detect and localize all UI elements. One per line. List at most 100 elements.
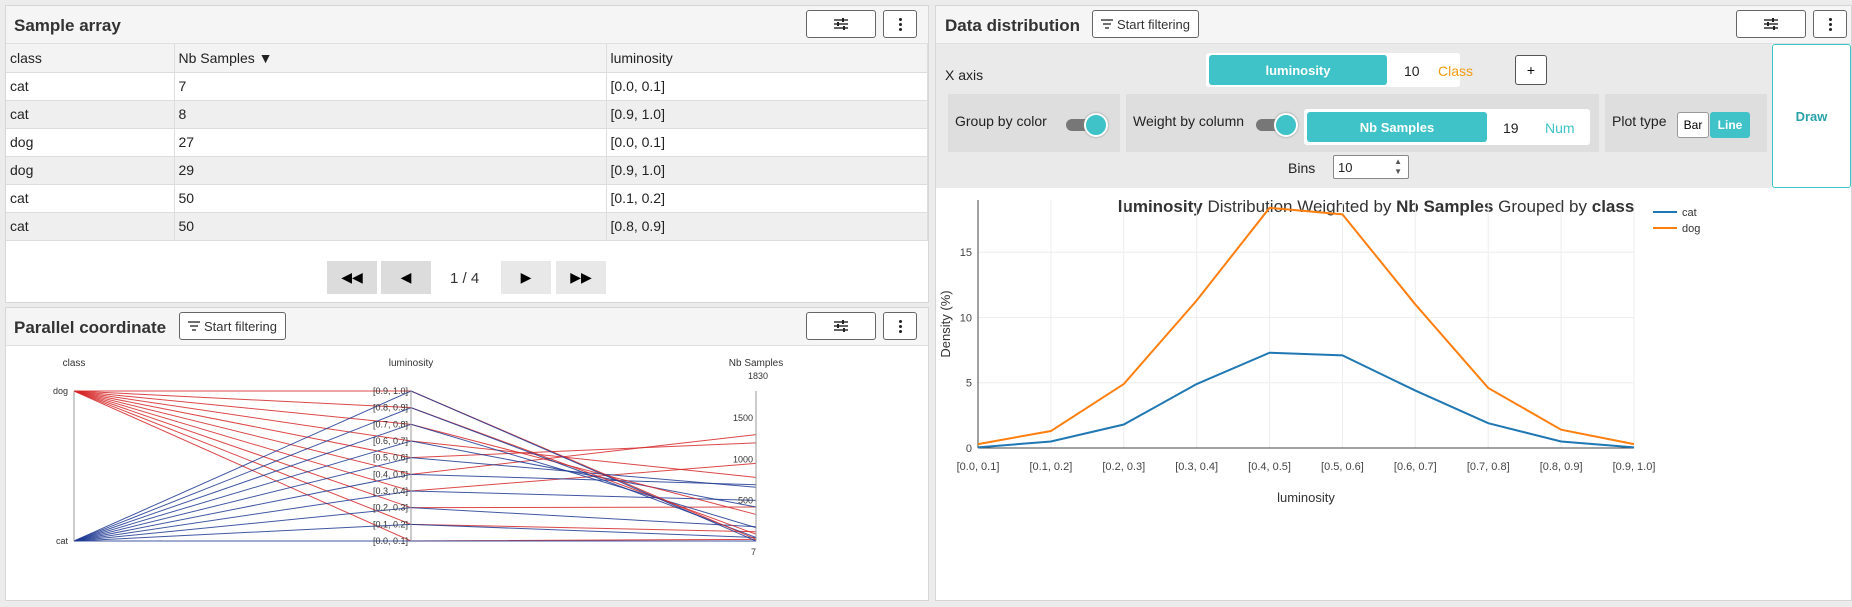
sample-array-title: Sample array [14, 16, 121, 35]
weight-column-pill[interactable]: Nb Samples [1307, 112, 1487, 142]
column-header-nb-samples[interactable]: Nb Samples ▼ [174, 44, 607, 73]
bins-input[interactable]: 10 ▲ ▼ [1333, 155, 1409, 179]
x-tick-label: [0.3, 0.4] [1175, 461, 1218, 473]
settings-button[interactable] [806, 10, 876, 38]
pc-line-cat [73, 390, 757, 542]
luminosity-tick-label: [0.5, 0.6] [373, 453, 408, 463]
parallel-title: Parallel coordinate [14, 318, 167, 337]
y-axis-title: Density (%) [938, 290, 953, 357]
more-vertical-icon [898, 319, 902, 333]
y-tick-label: 10 [960, 312, 972, 324]
x-tick-label: [0.8, 0.9] [1540, 461, 1583, 473]
table-row[interactable]: cat 7 [0.0, 0.1] [6, 72, 928, 101]
nb-samples-tick-label: 1500 [733, 413, 753, 423]
group-by-color-label: Group by color [955, 113, 1047, 129]
legend-label-dog[interactable]: dog [1682, 223, 1700, 235]
luminosity-tick-label: [0.9, 1.0] [373, 386, 408, 396]
pc-line-dog [73, 390, 757, 509]
column-header-luminosity[interactable]: luminosity [606, 44, 928, 73]
page-indicator: 1 / 4 [450, 270, 480, 287]
distribution-start-filtering-label: Start filtering [1117, 16, 1190, 32]
x-tick-label: [0.1, 0.2] [1029, 461, 1072, 473]
nb-samples-tick-label: 500 [738, 495, 753, 505]
parallel-start-filtering-label: Start filtering [204, 318, 277, 334]
class-tick-label: cat [56, 536, 69, 546]
next-page-button[interactable]: ▶ [501, 261, 551, 294]
pc-line-dog [73, 390, 757, 475]
parallel-more-menu-button[interactable] [883, 312, 917, 340]
x-tick-label: [0.9, 1.0] [1613, 461, 1656, 473]
spinner-icon: ▲ ▼ [1394, 157, 1402, 176]
luminosity-tick-label: [0.6, 0.7] [373, 436, 408, 446]
x-type-label: Class [1438, 63, 1474, 79]
parallel-start-filtering-button[interactable]: Start filtering [179, 312, 286, 340]
plot-type-label: Plot type [1612, 113, 1667, 129]
distribution-chart[interactable]: luminosity Distribution Weighted by Nb S… [936, 190, 1851, 602]
column-header-class[interactable]: class [6, 44, 175, 73]
table-row[interactable]: cat 8 [0.9, 1.0] [6, 100, 928, 129]
table-row[interactable]: dog 27 [0.0, 0.1] [6, 128, 928, 157]
group-by-color-toggle[interactable] [1066, 112, 1108, 138]
y-tick-label: 0 [966, 443, 972, 455]
distribution-more-menu-button[interactable] [1813, 10, 1847, 38]
plot-type-line-button[interactable]: Line [1710, 112, 1750, 138]
draw-button[interactable]: Draw [1772, 44, 1851, 188]
prev-page-button[interactable]: ◀ [381, 261, 431, 294]
parallel-coordinate-panel: Parallel coordinate Start filtering clas… [5, 307, 929, 601]
bins-label: Bins [1288, 160, 1316, 176]
axis-label-nb-samples: Nb Samples [729, 358, 783, 369]
table-row[interactable]: cat 50 [0.8, 0.9] [6, 212, 928, 241]
y-tick-label: 15 [960, 247, 972, 259]
weight-value: 19 [1503, 120, 1519, 136]
x-tick-label: [0.0, 0.1] [957, 461, 1000, 473]
pc-line-dog [73, 390, 757, 542]
distribution-title: Data distribution [945, 16, 1081, 35]
table-row[interactable]: cat 50 [0.1, 0.2] [6, 184, 928, 213]
plot-type-bar-button[interactable]: Bar [1677, 112, 1709, 138]
bins-input-value: 10 [1338, 160, 1353, 175]
x-axis-label: X axis [945, 67, 984, 83]
x-axis-title: luminosity [1277, 490, 1335, 505]
x-bins-value: 10 [1404, 63, 1420, 79]
parallel-settings-button[interactable] [806, 312, 876, 340]
x-column-pill[interactable]: luminosity [1209, 55, 1387, 85]
luminosity-tick-label: [0.7, 0.8] [373, 419, 408, 429]
class-tick-label: dog [53, 386, 68, 396]
pc-line-cat [73, 523, 757, 542]
pc-line-dog [74, 390, 757, 540]
legend-label-cat[interactable]: cat [1682, 207, 1697, 219]
filter-icon [188, 321, 200, 331]
more-vertical-icon [1828, 17, 1832, 31]
luminosity-tick-label: [0.3, 0.4] [373, 486, 408, 496]
parallel-header: Parallel coordinate Start filtering [6, 308, 928, 346]
axis-label-class: class [63, 358, 86, 369]
sliders-icon [1764, 18, 1778, 30]
pc-line-dog [73, 390, 757, 478]
last-page-button[interactable]: ▶▶ [556, 261, 606, 294]
weight-by-column-label: Weight by column [1133, 113, 1245, 129]
x-tick-label: [0.7, 0.8] [1467, 461, 1510, 473]
weight-by-column-toggle[interactable] [1256, 112, 1298, 138]
first-page-button[interactable]: ◀◀ [327, 261, 377, 294]
sample-table: class Nb Samples ▼ luminosity cat 7 [0.0, … [6, 44, 928, 241]
distribution-header: Data distribution Start filtering [936, 6, 1851, 44]
distribution-settings-button[interactable] [1736, 10, 1806, 38]
sliders-icon [834, 18, 848, 30]
axis-label-luminosity: luminosity [389, 358, 433, 369]
parallel-coordinate-plot[interactable]: class luminosity Nb Samples dog cat [0.9, 1.0… [6, 346, 928, 600]
x-tick-label: [0.6, 0.7] [1394, 461, 1437, 473]
y-tick-label: 5 [966, 378, 972, 390]
pc-line-dog [73, 390, 757, 535]
luminosity-tick-label: [0.2, 0.3] [373, 503, 408, 513]
sample-array-header: Sample array [6, 6, 928, 44]
series-line-cat [977, 351, 1635, 449]
nb-samples-tick-label: 1830 [748, 371, 768, 381]
more-menu-button[interactable] [883, 10, 917, 38]
luminosity-tick-label: [0.1, 0.2] [373, 519, 408, 529]
table-row[interactable]: dog 29 [0.9, 1.0] [6, 156, 928, 185]
nb-samples-tick-label: 7 [751, 547, 756, 557]
luminosity-tick-label: [0.0, 0.1] [373, 536, 408, 546]
distribution-start-filtering-button[interactable]: Start filtering [1092, 10, 1199, 38]
add-axis-button[interactable]: + [1515, 55, 1547, 85]
nb-samples-tick-label: 1000 [733, 454, 753, 464]
